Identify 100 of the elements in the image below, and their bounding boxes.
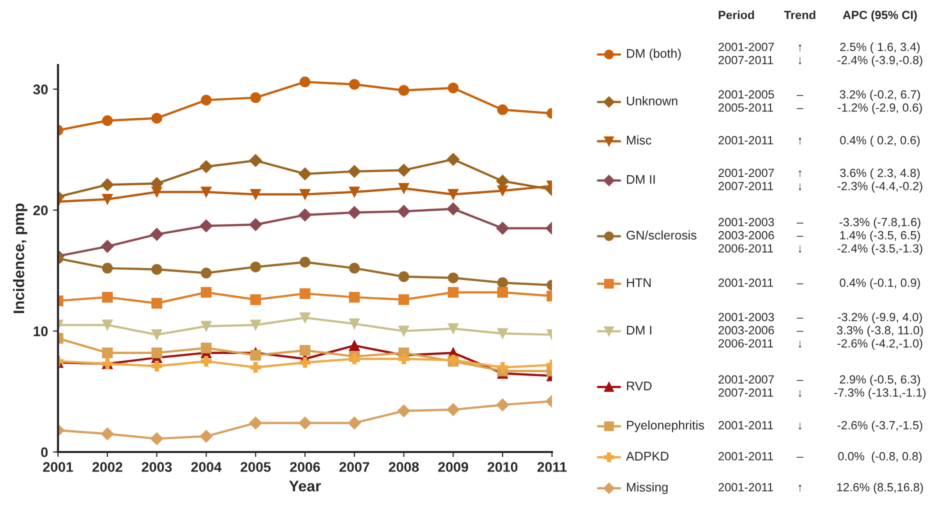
point bbox=[250, 350, 261, 361]
text: 2001-2007 2007-2011 bbox=[718, 168, 774, 190]
legend-label: ADPKD bbox=[626, 452, 668, 460]
point bbox=[348, 206, 361, 219]
point bbox=[200, 268, 212, 278]
y-tick-label: 10 bbox=[34, 326, 48, 336]
text: 2.9% (-0.5, 6.3) -7.3% (-13.1,-1.1) bbox=[834, 374, 926, 400]
point bbox=[200, 356, 212, 367]
point bbox=[300, 288, 310, 299]
point bbox=[151, 186, 162, 198]
legend-label: Misc bbox=[627, 135, 652, 145]
point bbox=[298, 208, 312, 222]
point bbox=[349, 318, 360, 330]
point bbox=[100, 240, 114, 253]
legend-label: Pyelonephritis bbox=[627, 420, 704, 432]
x-tick-label: 2005 bbox=[240, 462, 271, 472]
point bbox=[448, 189, 459, 200]
text: 3.6% ( 2.3, 4.8) -2.3% (-4.4,-0.2) bbox=[838, 168, 922, 193]
point bbox=[100, 427, 114, 440]
point bbox=[349, 340, 360, 351]
point bbox=[397, 204, 410, 218]
x-tick-label: 2010 bbox=[488, 462, 518, 472]
point bbox=[497, 286, 508, 298]
point bbox=[250, 362, 261, 373]
legend-label: DM II bbox=[627, 175, 655, 184]
legend-label: DM (both) bbox=[627, 48, 681, 60]
point bbox=[151, 360, 162, 372]
point bbox=[250, 262, 261, 272]
legend-label: RVD bbox=[627, 382, 652, 390]
y-axis-title: Incidence, pmp bbox=[13, 204, 28, 314]
point bbox=[200, 160, 213, 173]
x-tick-label: 2004 bbox=[191, 462, 222, 472]
point bbox=[300, 256, 310, 268]
point bbox=[151, 329, 162, 340]
y-tick-label: 0 bbox=[41, 447, 48, 458]
point bbox=[448, 272, 459, 284]
point bbox=[398, 271, 410, 282]
point bbox=[200, 94, 212, 106]
point bbox=[448, 323, 459, 334]
point bbox=[497, 362, 508, 373]
point bbox=[200, 320, 212, 332]
point bbox=[300, 345, 310, 356]
text: -3.3% (-7.8,1.6) 1.4% (-3.5, 6.5) -2.4% (-3.5,-1.3) bbox=[838, 218, 922, 255]
text: – bbox=[796, 456, 804, 458]
point bbox=[349, 292, 360, 303]
point bbox=[448, 286, 459, 298]
point bbox=[300, 312, 310, 324]
point bbox=[446, 152, 460, 166]
point bbox=[102, 347, 113, 358]
point bbox=[497, 104, 508, 116]
text: ↓ bbox=[798, 422, 802, 430]
text: Trend bbox=[784, 10, 816, 20]
text: – – ↓ bbox=[796, 318, 804, 348]
text: 2001-2011 bbox=[718, 452, 774, 460]
x-tick-label: 2009 bbox=[438, 462, 468, 472]
x-tick-label: 2002 bbox=[92, 462, 122, 472]
text: ↑ bbox=[798, 484, 802, 492]
text: – ↓ bbox=[796, 380, 804, 397]
text: 2001-2011 bbox=[718, 483, 774, 492]
point bbox=[102, 292, 113, 303]
point bbox=[151, 112, 162, 124]
text: ↑ ↓ bbox=[798, 44, 802, 64]
point bbox=[200, 342, 212, 354]
text: -2.6% (-3.7,-1.5) bbox=[838, 420, 922, 432]
point bbox=[398, 294, 410, 305]
text: 0.4% ( 0.2, 0.6) bbox=[840, 136, 920, 147]
text: 2001-2003 2003-2006 2006-2011 bbox=[718, 312, 774, 348]
text: 2001-2007 2007-2011 bbox=[718, 375, 774, 397]
point bbox=[150, 228, 164, 241]
point bbox=[150, 432, 164, 446]
point bbox=[100, 178, 114, 192]
legend-label: Unknown bbox=[626, 96, 678, 106]
point bbox=[102, 115, 113, 126]
text: 0.4% (-0.1, 0.9) bbox=[840, 278, 920, 290]
text: 2001-2003 2003-2006 2006-2011 bbox=[718, 218, 774, 253]
point bbox=[102, 320, 113, 330]
point bbox=[250, 294, 261, 305]
text: 2001-2007 2007-2011 bbox=[718, 42, 774, 64]
point bbox=[249, 218, 262, 232]
point bbox=[298, 416, 312, 430]
point bbox=[398, 182, 410, 194]
point bbox=[151, 264, 162, 275]
text: 2001-2011 bbox=[718, 278, 774, 287]
point bbox=[300, 189, 310, 200]
point bbox=[446, 202, 460, 216]
text: – – bbox=[796, 95, 804, 110]
x-tick-label: 2011 bbox=[537, 462, 567, 472]
text: 12.6% (8.5,16.8) bbox=[837, 482, 923, 494]
y-tick-label: 20 bbox=[33, 205, 48, 216]
legend-label: GN/sclerosis bbox=[626, 230, 696, 240]
text: Period bbox=[718, 10, 754, 20]
legend-label: DM I bbox=[627, 326, 652, 334]
point bbox=[300, 76, 310, 88]
x-tick-label: 2001 bbox=[43, 462, 74, 472]
x-axis-title: Year bbox=[289, 480, 321, 492]
point bbox=[102, 262, 113, 274]
point bbox=[497, 328, 508, 339]
point bbox=[398, 85, 410, 96]
point bbox=[250, 320, 261, 330]
text: 2001-2011 bbox=[718, 136, 774, 144]
